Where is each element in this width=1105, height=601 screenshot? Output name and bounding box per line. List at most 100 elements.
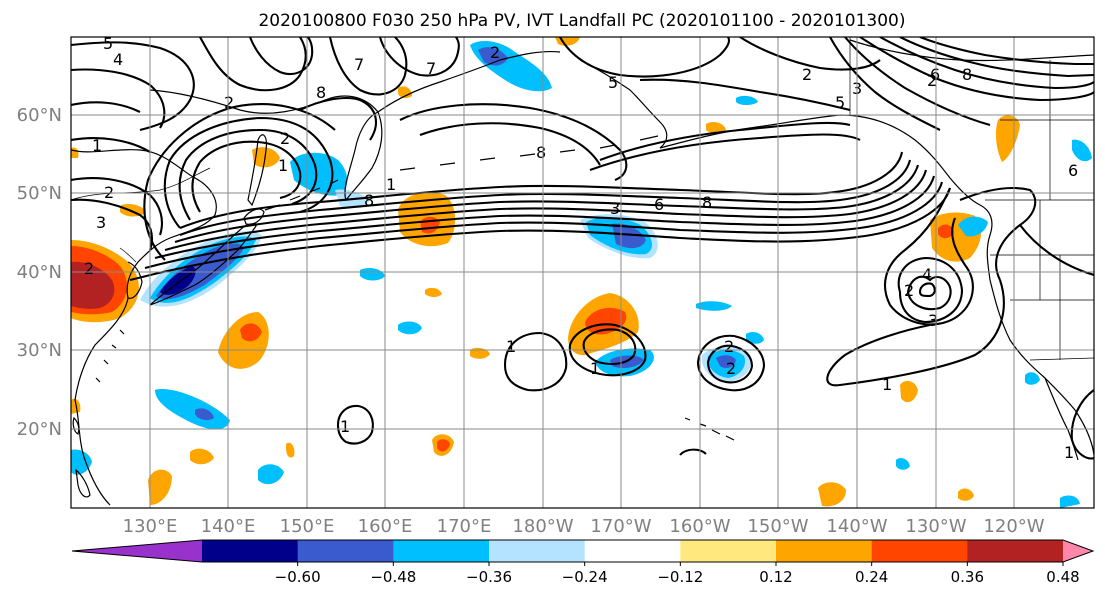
taiwan-coast [72,416,80,435]
shade-155w-blue [716,355,736,368]
shade-west-darkred [71,261,115,309]
contour-label: 8 [702,193,712,212]
contour-ep-5 [959,187,1037,281]
hawaii-islands [684,417,735,441]
contour-jet-5 [144,181,944,270]
contour-label: 5 [835,93,845,112]
shade-bc-cyan [1072,139,1092,162]
border-china-korea [119,247,137,263]
colorbar-tick-label: −0.36 [466,568,512,586]
contour-ul-4 [199,37,307,92]
lon-label-130e: 130°E [123,516,178,537]
contour-ne-3 [899,37,1094,78]
contour-ul-1 [71,41,195,132]
bc-coast [949,177,993,281]
lat-label-30n: 30°N [17,340,62,361]
shade-sej-red [240,323,262,342]
contour-label: 6 [654,195,664,214]
lon-label-140e: 140°E [201,516,256,537]
contour-label: 2 [84,259,94,278]
contour-ep-8 [1070,389,1094,460]
border-canada-prov [1000,60,1094,200]
lon-label-180w: 180°W [512,516,573,537]
colorbar-outline [71,539,1095,563]
shade-small-8 [148,469,172,505]
chukotka-coast [377,50,561,113]
contour-label: 2 [724,337,734,356]
contour-small-7 [679,448,707,456]
contour-np-5 [559,37,731,78]
contour-np-2 [419,122,601,166]
contour-small-1 [503,331,568,392]
japan-coast [149,223,257,306]
shade-small-20 [120,204,146,217]
latitude-labels: 60°N 50°N 40°N 30°N 20°N [17,105,62,440]
contour-label: 4 [922,265,932,284]
contour-small-5 [568,323,647,377]
colorbar-tick-label: −0.48 [370,568,416,586]
contour-ul-6 [328,37,408,96]
korea-coast [127,261,143,299]
contour-label: 1 [386,175,396,194]
shade-135w-red [938,224,954,239]
contour-label: 4 [113,50,123,69]
contour-label: 5 [608,73,618,92]
contour-np-7 [639,78,851,112]
longitude-labels: 130°E 140°E 150°E 160°E 170°E 180°W 170°… [123,516,1045,537]
contour-label: 2 [490,43,500,62]
contour-label: 7 [354,55,364,74]
colorbar-tick-label: 0.36 [951,568,984,586]
shade-okhotsk-cyan [290,152,348,196]
colorbar-segment [297,540,394,562]
contour-small-4 [706,344,754,384]
colorbar-segment [489,540,586,562]
contour-ne-4 [919,37,1094,66]
asia-coast [71,149,217,401]
contour-label: 3 [610,199,620,218]
shade-bering-blue [478,47,508,66]
shade-small-10 [190,448,214,465]
contour-label: 1 [1064,443,1074,462]
colorbar-tick-label: 0.24 [855,568,888,586]
aleutians [399,135,659,171]
contour-label: 2 [280,129,290,148]
shade-small-27 [71,398,81,414]
contour-ne-2 [879,37,1094,90]
colorbar-tick-label: −0.60 [275,568,321,586]
contour-jet-7 [179,151,904,229]
contour-label: 6 [930,65,940,84]
colorbar-segment [776,540,873,562]
contour-ne-5 [844,37,991,127]
sakhalin-coast [247,134,267,207]
contour-jet-4 [154,175,936,260]
shade-small-19 [958,488,974,501]
contour-label: 8 [316,83,326,102]
shade-small-9 [258,464,284,485]
colorbar-arrow-low [72,540,202,562]
graticule [71,37,1094,508]
shade-small-7 [195,408,214,421]
lon-label-160e: 160°E [358,516,413,537]
alaska-west-coast [579,59,668,149]
shade-175w-red [585,307,627,335]
contour-ep-4 [918,282,936,298]
contour-ne-1 [859,37,1094,102]
lon-label-130w: 130°W [905,516,966,537]
contour-ep-3 [897,256,964,324]
contour-nw-3 [191,140,302,213]
contour-nw-1 [163,116,334,229]
ryukyu-islands [95,329,125,383]
shade-small-1 [398,321,422,335]
border-us-mexico [1029,357,1094,361]
contour-label: 5 [103,34,113,53]
colorbar-arrow-high [1063,540,1093,562]
shade-japan-navy [160,266,196,295]
contour-label: 8 [536,143,546,162]
colorbar-tick-label: 0.48 [1046,568,1079,586]
contour-label: 1 [340,417,350,436]
contour-np-4 [589,133,861,171]
map-frame [70,36,1095,509]
colorbar-tick-label: 0.12 [759,568,792,586]
philippines-coast [75,468,91,498]
